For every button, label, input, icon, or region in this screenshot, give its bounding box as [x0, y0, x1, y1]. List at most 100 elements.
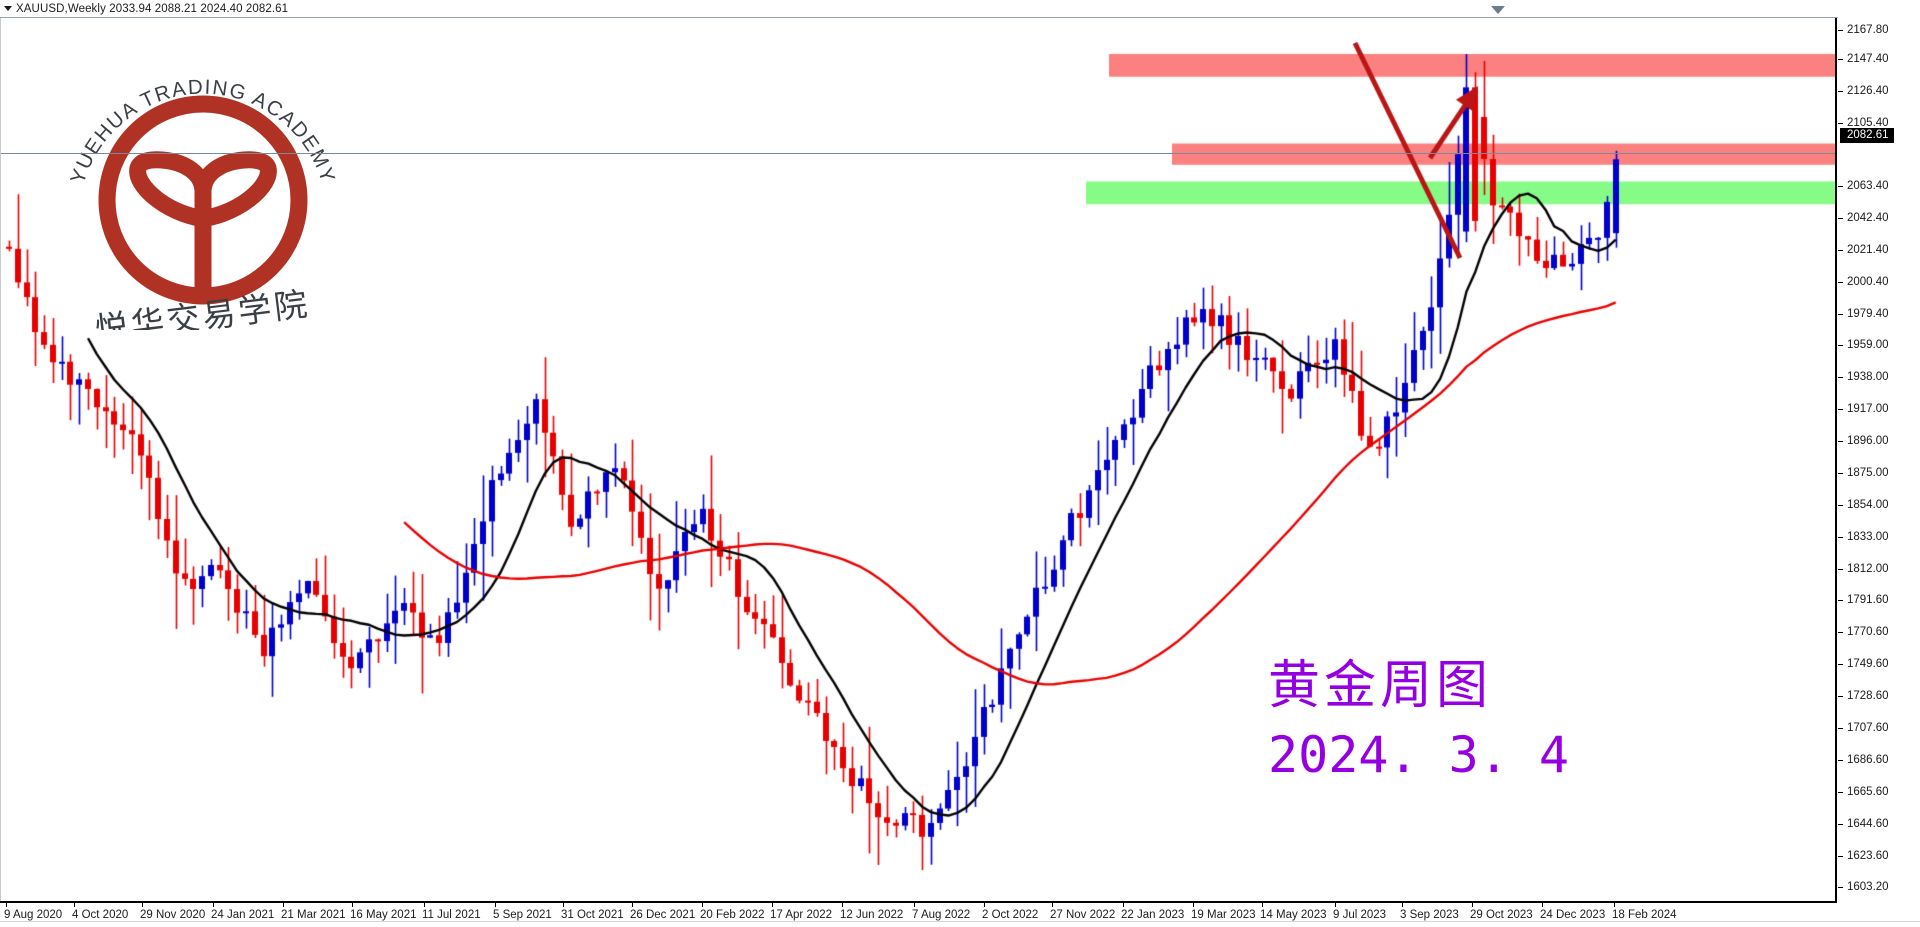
price-tick-label: 1917.00: [1847, 403, 1889, 415]
date-tick-label: 24 Dec 2023: [1540, 909, 1606, 921]
price-tick-label: 1770.60: [1847, 626, 1889, 638]
date-tick-mark: [6, 903, 7, 907]
date-tick-mark: [1614, 903, 1615, 907]
plot-left-border: [0, 18, 1, 903]
price-tick-label: 1875.00: [1847, 467, 1889, 479]
date-tick-mark: [702, 903, 703, 907]
date-tick-mark: [1472, 903, 1473, 907]
price-tick-mark: [1838, 856, 1843, 857]
date-tick-label: 16 May 2021: [350, 909, 417, 921]
date-tick-label: 5 Sep 2021: [493, 909, 552, 921]
date-tick-label: 18 Feb 2024: [1612, 909, 1677, 921]
price-tick-label: 1854.00: [1847, 499, 1889, 511]
price-tick-label: 2126.40: [1847, 85, 1889, 97]
date-tick-label: 29 Oct 2023: [1470, 909, 1533, 921]
price-tick-label: 1749.60: [1847, 658, 1889, 670]
date-tick-mark: [1542, 903, 1543, 907]
price-tick-label: 2000.40: [1847, 276, 1889, 288]
price-tick-mark: [1838, 377, 1843, 378]
date-tick-mark: [772, 903, 773, 907]
price-tick-label: 1644.60: [1847, 818, 1889, 830]
date-tick-mark: [142, 903, 143, 907]
price-tick-label: 2167.80: [1847, 24, 1889, 36]
price-tick-label: 1707.60: [1847, 722, 1889, 734]
date-tick-mark: [1193, 903, 1194, 907]
price-tick-label: 2042.40: [1847, 212, 1889, 224]
date-tick-label: 12 Jun 2022: [840, 909, 904, 921]
price-tick-mark: [1838, 887, 1843, 888]
price-tick-mark: [1838, 473, 1843, 474]
price-tick-label: 1938.00: [1847, 371, 1889, 383]
price-axis[interactable]: 2167.80 2147.40 2126.40 2105.40 2082.61 2063.…: [1838, 0, 1920, 903]
price-tick-mark: [1838, 441, 1843, 442]
price-tick-mark: [1838, 409, 1843, 410]
current-price-badge: 2082.61: [1840, 128, 1894, 143]
price-tick-mark: [1838, 186, 1843, 187]
price-tick-mark: [1838, 792, 1843, 793]
candlestick-canvas[interactable]: [0, 18, 1836, 902]
date-tick-label: 11 Jul 2021: [422, 909, 481, 921]
price-tick-mark: [1838, 696, 1843, 697]
price-tick-mark: [1838, 728, 1843, 729]
price-tick-label: 1896.00: [1847, 435, 1889, 447]
price-tick-mark: [1838, 314, 1843, 315]
price-tick-mark: [1838, 345, 1843, 346]
chart-annotation-text: 黄金周图 2024. 3. 4: [1268, 656, 1569, 786]
price-tick-label: 1686.60: [1847, 754, 1889, 766]
date-tick-mark: [1402, 903, 1403, 907]
date-tick-mark: [213, 903, 214, 907]
date-tick-label: 20 Feb 2022: [700, 909, 765, 921]
date-tick-mark: [424, 903, 425, 907]
price-tick-label: 1833.00: [1847, 531, 1889, 543]
date-tick-mark: [495, 903, 496, 907]
chart-title-bar: XAUUSD,Weekly 2033.94 2088.21 2024.40 20…: [0, 0, 1920, 18]
date-tick-mark: [352, 903, 353, 907]
price-tick-mark: [1838, 218, 1843, 219]
date-tick-label: 19 Mar 2023: [1191, 909, 1256, 921]
price-tick-mark: [1838, 59, 1843, 60]
price-tick-mark: [1838, 824, 1843, 825]
current-price-line: [0, 153, 1836, 154]
price-tick-label: 1665.60: [1847, 786, 1889, 798]
price-tick-mark: [1838, 760, 1843, 761]
price-tick-mark: [1838, 569, 1843, 570]
date-axis[interactable]: 9 Aug 2020 4 Oct 2020 29 Nov 2020 24 Jan 20…: [0, 903, 1836, 927]
date-tick-mark: [842, 903, 843, 907]
price-tick-label: 1603.20: [1847, 881, 1889, 893]
price-tick-label: 2147.40: [1847, 53, 1889, 65]
date-tick-label: 7 Aug 2022: [912, 909, 971, 921]
price-tick-label: 1979.40: [1847, 308, 1889, 320]
date-tick-mark: [563, 903, 564, 907]
price-tick-label: 1791.60: [1847, 594, 1889, 606]
price-tick-label: 2063.40: [1847, 180, 1889, 192]
date-tick-label: 27 Nov 2022: [1050, 909, 1116, 921]
price-tick-mark: [1838, 600, 1843, 601]
caret-down-icon[interactable]: [0, 0, 16, 17]
date-tick-label: 4 Oct 2020: [72, 909, 129, 921]
date-tick-label: 3 Sep 2023: [1400, 909, 1459, 921]
price-tick-mark: [1838, 282, 1843, 283]
date-tick-mark: [1123, 903, 1124, 907]
date-tick-mark: [283, 903, 284, 907]
marker-triangle-down-icon: [1491, 2, 1506, 20]
annotation-date: 2024. 3. 4: [1268, 726, 1570, 784]
price-tick-mark: [1838, 664, 1843, 665]
date-axis-rule: [0, 901, 1836, 903]
date-tick-mark: [1052, 903, 1053, 907]
chart-plot-area[interactable]: YUEHUA TRADING ACADEMY 悦华交易学院 黄金周图 2024.…: [0, 18, 1836, 902]
date-tick-label: 9 Aug 2020: [4, 909, 63, 921]
date-tick-mark: [914, 903, 915, 907]
date-tick-label: 26 Dec 2021: [630, 909, 696, 921]
price-tick-mark: [1838, 250, 1843, 251]
date-tick-label: 22 Jan 2023: [1121, 909, 1185, 921]
date-tick-mark: [1335, 903, 1336, 907]
date-tick-label: 14 May 2023: [1260, 909, 1327, 921]
date-tick-mark: [74, 903, 75, 907]
date-tick-label: 29 Nov 2020: [140, 909, 206, 921]
window-bottom-rule: [0, 921, 1920, 922]
price-axis-rule: [1835, 18, 1837, 903]
symbol-quote-label: XAUUSD,Weekly 2033.94 2088.21 2024.40 20…: [16, 2, 289, 15]
date-tick-label: 17 Apr 2022: [770, 909, 833, 921]
price-tick-label: 1728.60: [1847, 690, 1889, 702]
